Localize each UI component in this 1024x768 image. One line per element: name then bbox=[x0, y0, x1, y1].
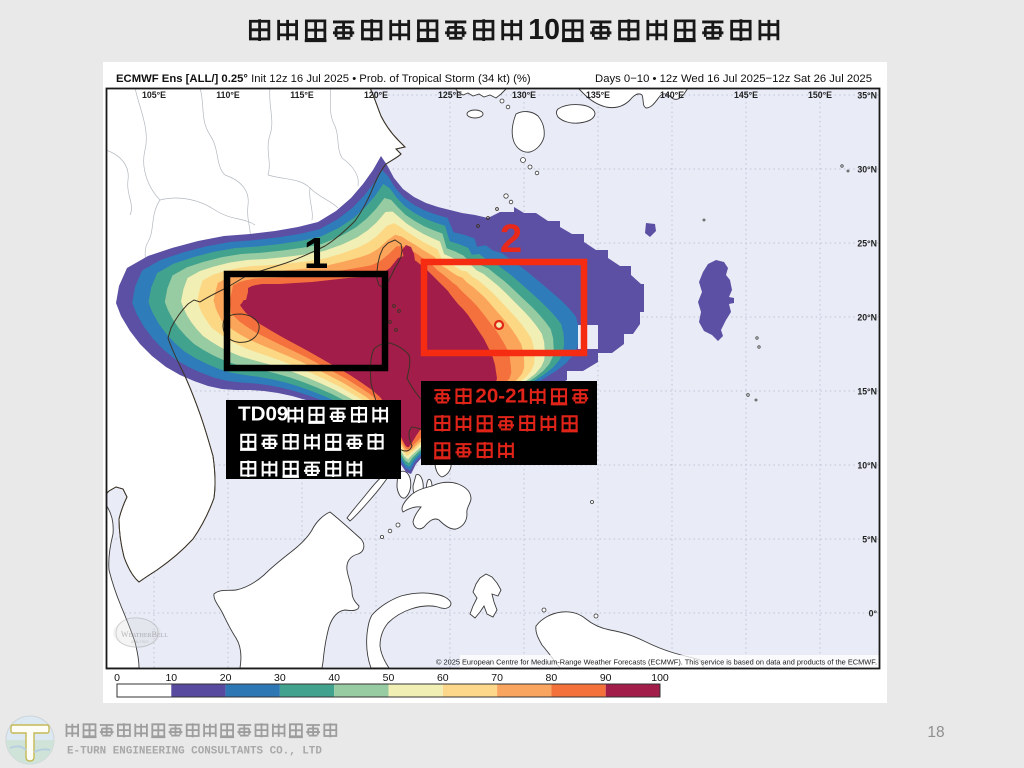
svg-text:15°N: 15°N bbox=[857, 387, 877, 397]
svg-text:35°N: 35°N bbox=[857, 91, 877, 101]
svg-text:115°E: 115°E bbox=[290, 90, 314, 100]
svg-text:ECMWF Ens [ALL/] 0.25° Init 12: ECMWF Ens [ALL/] 0.25° Init 12z 16 Jul 2… bbox=[116, 73, 531, 85]
svg-text:ANALYTICS: ANALYTICS bbox=[131, 640, 148, 644]
svg-text:20°N: 20°N bbox=[857, 313, 877, 323]
svg-text:140°E: 140°E bbox=[660, 90, 684, 100]
svg-text:105°E: 105°E bbox=[142, 90, 166, 100]
svg-text:0: 0 bbox=[114, 672, 120, 684]
svg-text:10: 10 bbox=[165, 672, 177, 684]
svg-text:20: 20 bbox=[220, 672, 232, 684]
svg-text:150°E: 150°E bbox=[808, 90, 832, 100]
svg-text:TD09: TD09 bbox=[238, 403, 288, 426]
svg-text:1: 1 bbox=[304, 229, 328, 278]
svg-text:125°E: 125°E bbox=[438, 90, 462, 100]
svg-text:Days 0−10 • 12z Wed 16 Jul 202: Days 0−10 • 12z Wed 16 Jul 2025−12z Sat … bbox=[595, 73, 872, 85]
svg-text:10°N: 10°N bbox=[857, 461, 877, 471]
svg-text:WEATHERBELL: WEATHERBELL bbox=[121, 630, 168, 639]
svg-text:70: 70 bbox=[491, 672, 503, 684]
svg-text:100: 100 bbox=[651, 672, 669, 684]
svg-text:145°E: 145°E bbox=[734, 90, 758, 100]
svg-text:135°E: 135°E bbox=[586, 90, 610, 100]
svg-text:30: 30 bbox=[274, 672, 286, 684]
svg-text:40: 40 bbox=[328, 672, 340, 684]
svg-text:10: 10 bbox=[528, 14, 560, 46]
svg-text:20-21: 20-21 bbox=[475, 385, 528, 408]
svg-text:120°E: 120°E bbox=[364, 90, 388, 100]
svg-text:50: 50 bbox=[383, 672, 395, 684]
svg-text:60: 60 bbox=[437, 672, 449, 684]
svg-text:110°E: 110°E bbox=[216, 90, 240, 100]
svg-text:E-TURN ENGINEERING CONSULTANTS: E-TURN ENGINEERING CONSULTANTS CO., LTD bbox=[67, 746, 322, 758]
svg-text:18: 18 bbox=[927, 724, 944, 741]
svg-text:5°N: 5°N bbox=[862, 535, 877, 545]
svg-text:© 2025 European Centre for Med: © 2025 European Centre for Medium-Range … bbox=[436, 658, 877, 667]
svg-text:2: 2 bbox=[500, 217, 522, 261]
svg-text:80: 80 bbox=[546, 672, 558, 684]
svg-text:130°E: 130°E bbox=[512, 90, 536, 100]
svg-text:90: 90 bbox=[600, 672, 612, 684]
svg-text:0°: 0° bbox=[869, 609, 878, 619]
svg-text:30°N: 30°N bbox=[857, 165, 877, 175]
svg-text:25°N: 25°N bbox=[857, 239, 877, 249]
